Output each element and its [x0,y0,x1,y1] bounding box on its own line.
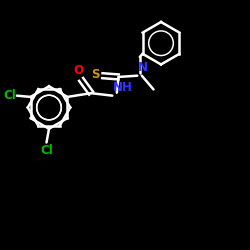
Text: Cl: Cl [40,144,53,157]
Text: NH: NH [113,82,133,94]
Text: O: O [73,64,83,78]
Text: N: N [138,61,148,74]
Text: Cl: Cl [3,89,16,102]
Text: S: S [91,68,100,81]
